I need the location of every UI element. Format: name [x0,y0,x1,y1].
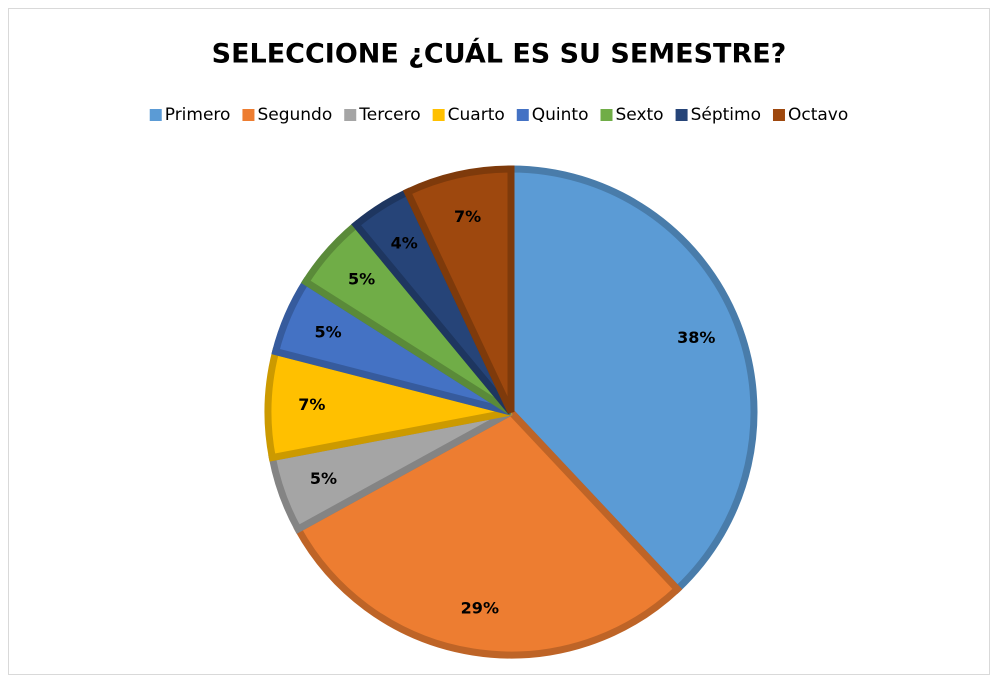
chart-title: SELECCIONE ¿CUÁL ES SU SEMESTRE? [212,38,787,70]
legend-swatch [600,109,613,121]
data-label: 5% [315,322,342,341]
pie-slice [293,407,683,659]
legend-swatch [772,109,785,121]
legend-label: Segundo [257,105,332,125]
legend-swatch [516,109,529,121]
data-label: 29% [461,598,499,617]
legend-swatch [344,109,357,121]
data-label: 5% [348,270,375,289]
data-label: 4% [391,233,418,252]
legend-label: Primero [165,105,231,125]
legend-label: Quinto [532,105,589,125]
pie-slice [507,165,758,595]
legend-swatch [432,109,445,121]
data-label: 5% [310,469,337,488]
legend-swatch [149,109,162,121]
legend-swatch [242,109,255,121]
legend-label: Cuarto [448,105,505,125]
legend-label: Sexto [616,105,664,125]
legend-label: Tercero [358,105,420,125]
legend: Primero Segundo Tercero Cuarto Quinto Sexto Sé… [149,105,848,125]
legend-label: Séptimo [691,105,761,125]
pie-slice [402,165,515,414]
legend-swatch [675,109,688,121]
data-label: 7% [454,207,481,226]
data-label: 38% [677,328,715,347]
legend-label: Octavo [788,105,848,125]
data-label: 7% [298,395,325,414]
